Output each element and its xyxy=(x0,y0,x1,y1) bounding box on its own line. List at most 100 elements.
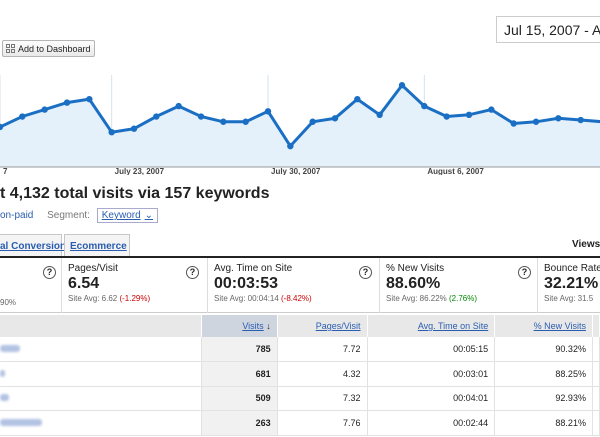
add-to-dashboard-button[interactable]: Add to Dashboard xyxy=(2,40,95,57)
segment-label: Segment: xyxy=(47,210,90,221)
chart-point[interactable] xyxy=(108,129,115,136)
metric-sub: Site Avg: 86.22% (2.76%) xyxy=(386,294,478,303)
help-icon[interactable]: ? xyxy=(518,266,531,279)
chart-point[interactable] xyxy=(443,113,450,120)
metric-card-new-visits: % New Visits 88.60% Site Avg: 86.22% (2.… xyxy=(380,258,538,313)
tab-goal-conversion[interactable]: al Conversion xyxy=(0,234,66,256)
help-icon[interactable]: ? xyxy=(43,266,56,279)
cell-new-visits: 88.25% xyxy=(494,361,593,387)
views-label: Views xyxy=(572,239,600,250)
chart-point[interactable] xyxy=(0,123,4,131)
cell-extra xyxy=(592,337,600,362)
cell-new-visits: 92.93% xyxy=(494,386,593,411)
chart-point[interactable] xyxy=(510,120,517,127)
chart-point[interactable] xyxy=(398,82,406,89)
metric-sub: Site Avg: 31.5 xyxy=(544,294,594,303)
metric-title: Avg. Time on Site xyxy=(214,263,293,274)
cell-avg-time: 00:05:15 xyxy=(367,337,496,362)
chart-area-fill xyxy=(0,85,600,167)
cell-avg-time: 00:04:01 xyxy=(367,386,496,411)
header-visits[interactable]: Visits ↓ xyxy=(201,315,278,337)
metric-card-bounce-rate: Bounce Rate 32.21% Site Avg: 31.5 xyxy=(538,258,600,313)
metric-card-pages-visit: Pages/Visit 6.54 Site Avg: 6.62 (-1.29%) xyxy=(62,258,208,313)
metric-title: Bounce Rate xyxy=(544,263,600,274)
cell-pages-visit: 7.72 xyxy=(277,337,368,362)
metric-sub: Site Avg: 6.62 (-1.29%) xyxy=(68,294,151,303)
cell-new-visits: 90.32% xyxy=(494,337,593,362)
table-header-row: Visits ↓ Pages/Visit Avg. Time on Site %… xyxy=(0,315,600,337)
help-icon[interactable]: ? xyxy=(359,266,372,279)
chart-points xyxy=(0,82,600,150)
visits-line-chart: 7 July 23, 2007 July 30, 2007 August 6, 200… xyxy=(0,75,600,175)
chart-point[interactable] xyxy=(153,113,160,120)
metric-value: 88.60% xyxy=(386,275,441,292)
cell-pages-visit: 7.76 xyxy=(277,410,368,436)
help-icon[interactable]: ? xyxy=(186,266,199,279)
date-range-selector[interactable]: Jul 15, 2007 - A xyxy=(496,16,600,43)
report-tabs: al Conversion Ecommerce Views xyxy=(0,234,600,256)
chart-point[interactable] xyxy=(242,118,249,125)
chart-point[interactable] xyxy=(421,102,428,110)
chart-point[interactable] xyxy=(220,118,227,125)
metric-card-visits: 90% xyxy=(0,258,62,313)
cell-avg-time: 00:02:44 xyxy=(367,410,496,436)
chart-point[interactable] xyxy=(354,95,361,103)
chart-point[interactable] xyxy=(577,116,584,124)
chart-point[interactable] xyxy=(287,142,294,150)
chart-point[interactable] xyxy=(19,113,26,120)
cell-new-visits: 88.21% xyxy=(494,410,593,436)
metrics-scorecard: 90% ? Pages/Visit 6.54 Site Avg: 6.62 (-… xyxy=(0,256,600,313)
cell-visits: 681 xyxy=(201,361,278,387)
metric-sub: Site Avg: 00:04:14 (-8.42%) xyxy=(214,294,312,303)
chart-point[interactable] xyxy=(488,106,495,113)
cell-extra xyxy=(592,410,600,436)
chart-point[interactable] xyxy=(130,125,138,132)
chart-point[interactable] xyxy=(555,115,562,122)
non-paid-link[interactable]: on-paid xyxy=(0,210,34,221)
chart-point[interactable] xyxy=(309,118,316,125)
metric-value: 6.54 xyxy=(68,275,100,292)
header-avg-time[interactable]: Avg. Time on Site xyxy=(367,315,496,337)
header-keyword xyxy=(0,315,202,337)
header-extra xyxy=(592,315,600,337)
chart-x-label: July 30, 2007 xyxy=(271,167,321,175)
tab-ecommerce[interactable]: Ecommerce xyxy=(64,234,130,256)
cell-extra xyxy=(592,386,600,411)
chart-point[interactable] xyxy=(532,118,540,125)
chart-point[interactable] xyxy=(331,115,339,122)
summary-heading: t 4,132 total visits via 157 keywords xyxy=(0,185,270,202)
cell-avg-time: 00:03:01 xyxy=(367,361,496,387)
sort-arrow-icon: ↓ xyxy=(266,321,271,331)
table-row: 509 7.32 00:04:01 92.93% xyxy=(0,386,600,411)
cell-visits: 785 xyxy=(201,337,278,362)
table-row: 785 7.72 00:05:15 90.32% xyxy=(0,337,600,362)
chart-x-label: 7 xyxy=(3,167,8,175)
chart-point[interactable] xyxy=(465,111,473,118)
keyword-link[interactable] xyxy=(0,410,202,436)
metric-value: 00:03:53 xyxy=(214,275,279,292)
metric-card-avg-time: Avg. Time on Site 00:03:53 Site Avg: 00:… xyxy=(208,258,380,313)
keyword-link[interactable] xyxy=(0,361,202,387)
chart-point[interactable] xyxy=(63,99,71,106)
chart-point[interactable] xyxy=(86,95,93,103)
metric-title: % New Visits xyxy=(386,263,445,274)
cell-pages-visit: 7.32 xyxy=(277,386,368,411)
chart-line xyxy=(0,82,600,149)
chart-point[interactable] xyxy=(175,102,182,110)
add-to-dashboard-label: Add to Dashboard xyxy=(18,43,91,54)
keyword-link[interactable] xyxy=(0,386,202,411)
header-new-visits[interactable]: % New Visits xyxy=(494,315,593,337)
segment-dropdown[interactable]: Keyword ⌄ xyxy=(96,208,159,223)
chevron-down-icon: ⌄ xyxy=(144,210,154,221)
chart-x-labels: 7 July 23, 2007 July 30, 2007 August 6, 200… xyxy=(3,167,484,175)
chart-x-label: July 23, 2007 xyxy=(115,167,165,175)
header-pages-visit[interactable]: Pages/Visit xyxy=(277,315,368,337)
keyword-link[interactable] xyxy=(0,337,202,362)
chart-x-label: August 6, 2007 xyxy=(427,167,484,175)
chart-point[interactable] xyxy=(264,108,272,115)
chart-point[interactable] xyxy=(376,111,383,118)
cell-extra xyxy=(592,361,600,387)
cell-pages-visit: 4.32 xyxy=(277,361,368,387)
chart-point[interactable] xyxy=(41,106,48,113)
chart-point[interactable] xyxy=(197,113,205,120)
